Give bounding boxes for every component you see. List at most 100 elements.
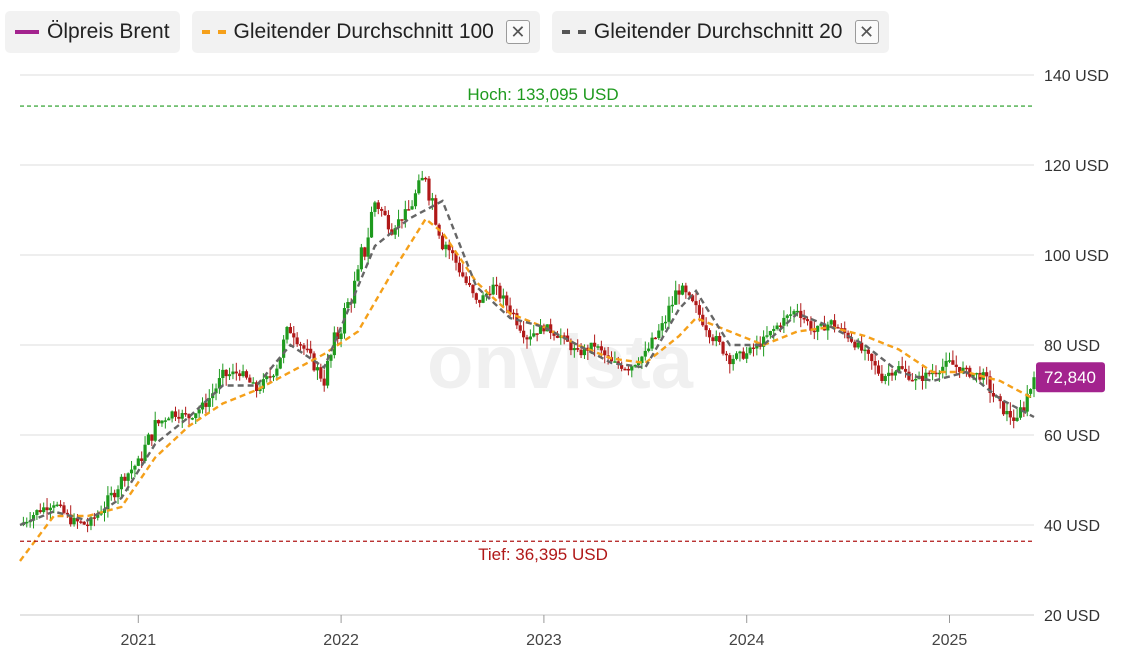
candle [386,215,391,230]
candle [275,368,279,376]
candle [471,285,475,294]
candle [603,350,607,356]
candle [670,304,674,307]
candle [285,326,289,340]
candle [968,367,972,377]
candle [146,434,151,445]
candle [99,512,103,515]
candle [173,411,178,417]
candle [58,504,63,507]
candle [958,366,962,373]
candle [447,244,451,251]
candle [647,348,651,351]
candle [799,310,803,319]
candle [532,333,536,337]
candle [876,365,881,374]
y-tick-label: 60 USD [1044,428,1100,445]
candle [89,517,93,526]
candle [278,357,282,369]
candle [991,393,996,397]
candle [657,330,661,339]
candle [227,374,232,377]
candle [410,206,414,210]
legend-item-ma20[interactable]: Gleitender Durchschnitt 20 ✕ [551,11,889,53]
candle [782,317,786,326]
x-axis: 2021 2022 2023 2024 2025 [121,615,967,649]
candle [221,369,225,379]
candle [31,515,36,521]
candle [660,323,664,331]
candle [714,335,718,342]
candle [498,285,502,299]
candle [1022,407,1026,412]
candle [910,379,914,382]
candle [812,330,816,333]
candle [663,321,668,324]
candle [261,379,265,389]
y-tick-label: 140 USD [1044,68,1109,85]
candle [140,458,144,462]
candle [890,372,894,376]
candle [373,202,377,212]
candle [126,473,130,481]
candle [653,337,658,340]
candle [589,342,593,351]
close-icon[interactable]: ✕ [854,20,879,44]
candle [849,338,854,342]
candle [802,318,806,320]
y-tick-label: 80 USD [1044,338,1100,355]
current-price-label: 72,840 [1044,368,1096,387]
ma20-line [19,199,1035,527]
candle [1018,407,1023,418]
candle [674,290,678,305]
candle [163,420,167,422]
candle [920,375,925,381]
close-icon[interactable]: ✕ [505,20,530,44]
candle [383,210,387,216]
candle [238,373,242,377]
candle [775,325,779,329]
candle [582,347,587,356]
current-price-box [1036,362,1105,393]
candle [109,492,113,496]
candle [863,349,867,352]
candle [271,375,276,378]
candle [893,371,898,376]
candle [160,420,164,424]
candle [177,416,181,419]
candle [295,337,299,345]
candle [153,420,157,441]
candle [741,351,745,359]
candle [937,372,941,375]
candle [887,372,891,377]
candle [785,315,789,318]
candle [897,366,901,372]
candle [376,202,380,209]
candle [555,335,560,338]
candle [924,372,928,381]
candle [150,434,154,441]
candle [569,341,573,351]
candle [528,336,532,340]
candle [119,476,123,490]
x-tick-label: 2021 [121,632,157,649]
legend-item-ma100[interactable]: Gleitender Durchschnitt 100 ✕ [191,11,540,53]
candle [234,371,238,374]
candle [52,505,56,508]
candle [359,247,363,270]
candle [494,284,499,287]
series-swatch [201,30,226,34]
candle [407,209,411,211]
candle [282,339,286,358]
candle [251,382,255,384]
candle [1025,393,1029,412]
candle [184,413,188,415]
candle [309,348,313,354]
candle [336,332,340,340]
candle [927,372,931,375]
legend-item-brent[interactable]: Ölpreis Brent [5,11,180,53]
candle [633,365,637,367]
legend-label: Gleitender Durchschnitt 20 [593,20,843,43]
candle [217,378,222,389]
candle [258,388,262,391]
